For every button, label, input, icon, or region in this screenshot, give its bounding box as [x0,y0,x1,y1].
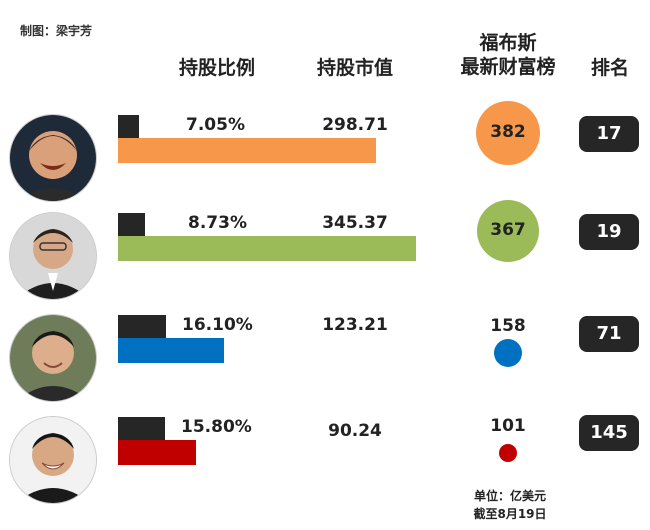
date-note: 截至8月19日 [473,507,547,521]
header-share-ratio: 持股比例 [178,57,255,79]
header-forbes-wealth: 福布斯 最新财富榜 [442,31,574,79]
wealth-circle [476,101,540,165]
market-value-bar [118,440,196,465]
rank-badge: 19 [579,214,639,250]
person-photo-icon [10,417,96,503]
wealth-circle [494,339,522,367]
person-photo-icon [10,315,96,401]
market-value-label: 123.21 [322,315,388,335]
person-photo-icon [10,213,96,299]
header-forbes-wealth-line2: 最新财富榜 [460,56,556,78]
avatar [9,114,97,202]
unit-note: 单位：亿美元 [473,489,546,503]
rank-badge: 145 [579,415,639,451]
wealth-value-label: 367 [490,220,526,240]
person-photo-icon [10,115,96,201]
market-value-label: 345.37 [322,213,388,233]
share-ratio-bar [118,115,139,138]
header-rank: 排名 [590,57,629,79]
wealth-value-label: 101 [490,416,526,436]
rank-badge: 71 [579,316,639,352]
market-value-bar [118,138,376,163]
share-ratio-label: 15.80% [181,417,252,437]
share-ratio-label: 8.73% [188,213,247,233]
market-value-label: 298.71 [322,115,388,135]
wealth-circle [499,444,517,462]
market-value-bar [118,338,224,363]
market-value-label: 90.24 [328,421,382,441]
chart-credit: 制图：梁宇芳 [20,24,93,38]
share-ratio-bar [118,315,166,338]
share-ratio-label: 16.10% [182,315,253,335]
share-ratio-bar [118,417,165,440]
market-value-bar [118,236,416,261]
header-market-value: 持股市值 [316,57,393,79]
avatar [9,212,97,300]
header-forbes-wealth-line1: 福布斯 [479,32,537,54]
wealth-value-label: 158 [490,316,526,336]
wealth-value-label: 382 [490,122,526,142]
avatar [9,314,97,402]
share-ratio-label: 7.05% [186,115,245,135]
avatar [9,416,97,504]
share-ratio-bar [118,213,145,236]
rank-badge: 17 [579,116,639,152]
wealth-circle [476,199,540,263]
